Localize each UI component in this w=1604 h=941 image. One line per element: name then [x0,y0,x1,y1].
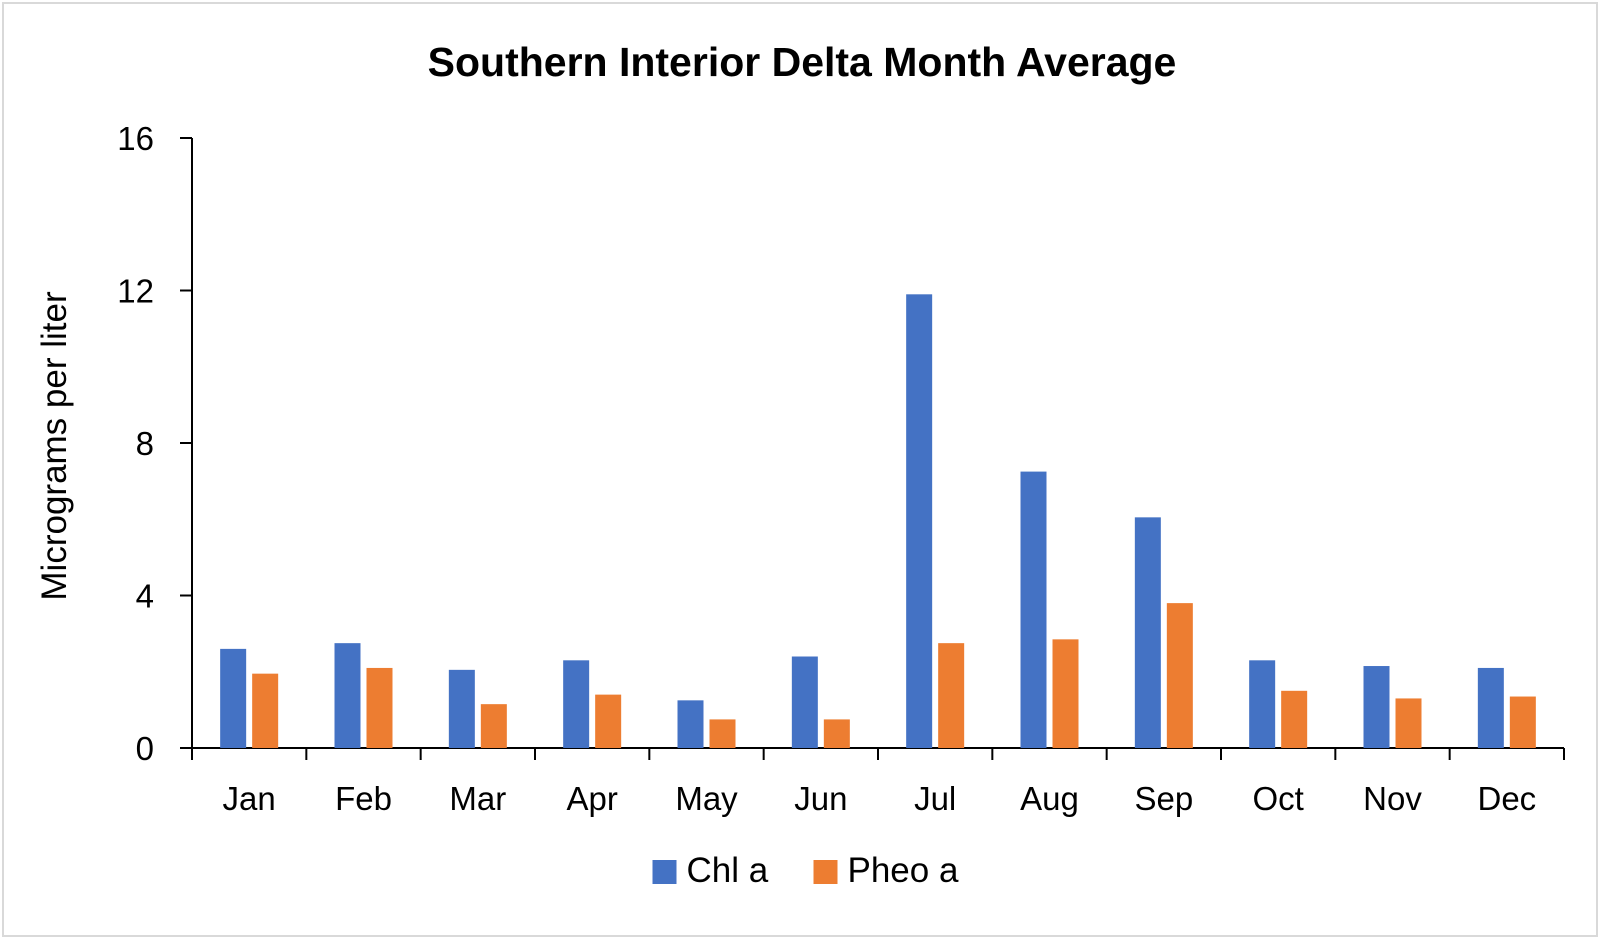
bar-chl-a-jan [220,648,247,748]
y-axis: 0 4 8 12 16 [117,120,193,767]
chart-title: Southern Interior Delta Month Average [428,39,1177,85]
y-tick-label: 4 [136,578,154,615]
bar-chl-a-may [677,700,704,748]
legend-swatch [652,860,677,884]
bar-chl-a-oct [1249,660,1276,748]
y-tick-label: 0 [136,730,154,767]
bar-chl-a-feb [334,643,361,748]
bar-pheo-a-feb [366,667,393,748]
y-tick-label: 16 [117,120,154,157]
bar-chl-a-apr [563,660,590,748]
x-axis: Jan Feb Mar Apr May Jun Jul Aug Sep Oct Nov Dec [191,747,1565,817]
bar-pheo-a-jun [823,719,850,748]
x-tick-label: May [675,780,738,817]
bar-pheo-a-may [709,719,736,748]
bar-pheo-a-mar [480,704,507,748]
legend: Chl a Pheo a [652,851,959,890]
x-tick-label: Oct [1252,780,1303,817]
x-tick-label: Feb [335,780,392,817]
bar-chl-a-aug [1020,471,1047,748]
bar-pheo-a-apr [595,694,622,748]
x-tick-label: Mar [449,780,506,817]
bar-pheo-a-aug [1052,639,1079,748]
y-axis-label: Micrograms per liter [35,291,74,601]
bar-pheo-a-sep [1166,603,1193,748]
x-tick-label: Dec [1477,780,1536,817]
bar-chl-a-sep [1134,517,1161,748]
bar-chl-a-jun [791,656,818,748]
bar-chl-a-nov [1363,666,1390,748]
bar-chl-a-jul [906,294,933,748]
legend-label: Pheo a [848,851,959,890]
x-tick-label: Jul [914,780,956,817]
legend-label: Chl a [687,851,769,890]
legend-swatch [813,860,838,884]
y-tick-label: 8 [136,425,154,462]
bar-chl-a-mar [448,669,475,748]
bar-pheo-a-oct [1281,690,1308,748]
bar-pheo-a-jan [252,673,279,748]
x-tick-label: Jan [223,780,276,817]
bar-pheo-a-nov [1395,698,1422,748]
bar-pheo-a-jul [938,643,965,748]
bar-pheo-a-dec [1509,696,1536,748]
x-tick-label: Jun [794,780,847,817]
x-tick-label: Sep [1134,780,1193,817]
x-tick-label: Nov [1363,780,1422,817]
x-tick-label: Aug [1020,780,1079,817]
bar-chl-a-dec [1477,667,1504,748]
y-tick-label: 12 [117,273,154,310]
x-tick-label: Apr [566,780,617,817]
bar-series [220,294,1536,748]
